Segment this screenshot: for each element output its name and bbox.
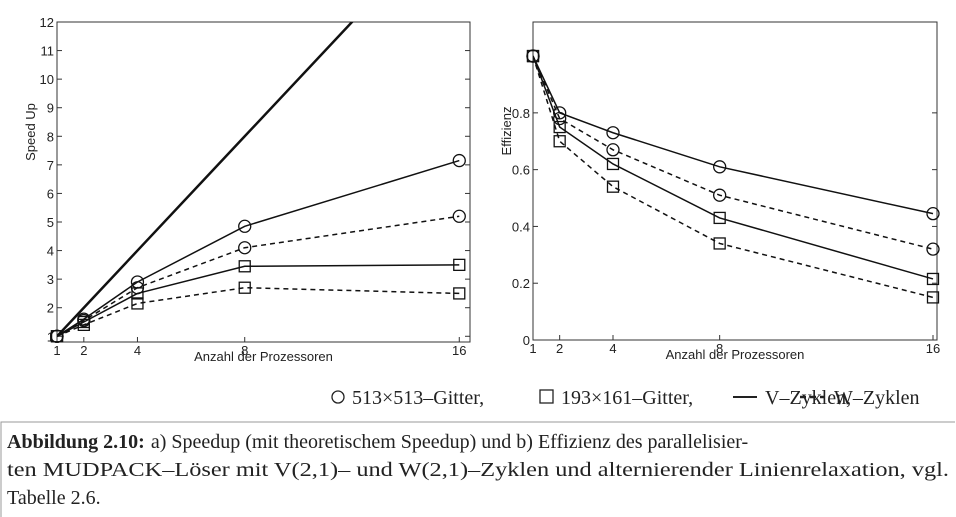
marker xyxy=(553,120,566,134)
plot-frame xyxy=(56,21,471,343)
y-axis-title: Effizienz xyxy=(499,107,514,156)
x-axis-title: Anzahl der Prozessoren xyxy=(194,349,333,364)
marker xyxy=(453,258,466,272)
plot-area xyxy=(533,55,934,299)
y-tick-label: 2 xyxy=(47,301,54,316)
y-tick-label: 3 xyxy=(47,272,54,287)
caption-line: a) Speedup (mit theoretischem Speedup) u… xyxy=(151,431,748,453)
y-tick-label: 0.4 xyxy=(512,219,530,234)
legend-label: 513×513–Gitter, xyxy=(352,387,484,409)
marker xyxy=(553,106,567,120)
x-tick-label: 8 xyxy=(241,343,248,358)
marker xyxy=(238,241,252,255)
y-tick-label: 0.2 xyxy=(512,276,530,291)
y-tick-label: 7 xyxy=(47,158,54,173)
series-line xyxy=(533,55,934,280)
legend: 513×513–Gitter, 193×161–Gitter, V–Zyklen… xyxy=(331,387,920,409)
x-tick-label: 2 xyxy=(556,341,563,356)
y-tick-label: 10 xyxy=(40,72,54,87)
y-tick-label: 5 xyxy=(47,215,54,230)
x-tick-label: 16 xyxy=(452,343,466,358)
caption-line: Tabelle 2.6. xyxy=(7,487,101,509)
marker xyxy=(238,219,252,233)
marker xyxy=(452,209,466,223)
marker xyxy=(238,260,251,273)
series-line xyxy=(57,215,460,337)
marker xyxy=(926,242,940,256)
caption-frame xyxy=(0,421,955,517)
caption-line: ten MUDPACK–Löser mit V(2,1)– und W(2,1)… xyxy=(7,459,949,481)
marker xyxy=(77,318,90,332)
y-tick-label: 11 xyxy=(41,44,55,59)
series-line xyxy=(533,55,934,250)
x-tick-label: 8 xyxy=(716,341,723,356)
series-line xyxy=(533,55,934,215)
legend-square xyxy=(539,389,554,404)
marker xyxy=(452,153,466,168)
y-axis-title: Speed Up xyxy=(23,103,38,161)
caption: Abbildung 2.10: a) Speedup (mit theoretis… xyxy=(0,421,955,517)
y-tick-label: 0.6 xyxy=(512,163,530,178)
x-tick-label: 1 xyxy=(529,341,536,356)
marker xyxy=(606,126,620,140)
x-tick-label: 4 xyxy=(609,341,616,356)
x-axis-title: Anzahl der Prozessoren xyxy=(666,347,805,362)
marker xyxy=(131,287,144,300)
caption-label: Abbildung 2.10: xyxy=(7,431,145,453)
marker xyxy=(453,287,466,300)
plot-area xyxy=(57,22,460,338)
plot-frame xyxy=(532,21,938,341)
x-tick-label: 16 xyxy=(926,341,940,356)
legend-circle xyxy=(331,390,345,404)
chart: 0 0.2 0.4 0.6 0.8 1 2 4 8 16 Anzahl der Prozessore… xyxy=(499,21,940,362)
marker xyxy=(50,330,64,343)
x-tick-label: 1 xyxy=(53,343,60,358)
y-tick-label: 12 xyxy=(40,15,54,30)
x-tick-label: 2 xyxy=(80,343,87,358)
marker xyxy=(926,291,940,304)
x-tick-label: 4 xyxy=(134,343,141,358)
marker xyxy=(713,211,726,225)
legend-label: 193×161–Gitter, xyxy=(561,387,693,409)
marker xyxy=(606,157,620,171)
legend-label: W–Zyklen xyxy=(834,387,920,409)
marker xyxy=(553,111,567,126)
y-tick-label: 4 xyxy=(47,244,54,259)
marker xyxy=(926,272,940,286)
marker xyxy=(713,160,727,174)
series-line xyxy=(57,159,460,337)
series-line xyxy=(57,22,354,338)
marker xyxy=(238,281,251,294)
marker xyxy=(713,188,727,202)
marker xyxy=(553,135,566,148)
series-line xyxy=(57,286,460,337)
y-tick-label: 0 xyxy=(523,333,530,348)
y-tick-label: 8 xyxy=(47,129,54,144)
marker xyxy=(526,49,540,63)
y-tick-label: 6 xyxy=(47,186,54,201)
y-tick-label: 0.8 xyxy=(512,106,530,121)
y-tick-label: 9 xyxy=(47,101,54,116)
marker xyxy=(131,297,144,310)
marker xyxy=(606,143,620,157)
series-line xyxy=(533,55,934,299)
legend-label: V–Zyklen, xyxy=(765,387,851,409)
marker xyxy=(606,180,620,193)
marker xyxy=(926,207,940,221)
marker xyxy=(713,237,726,250)
series-line xyxy=(57,264,460,337)
caption-text: Abbildung 2.10: a) Speedup (mit theoretis… xyxy=(7,431,748,453)
